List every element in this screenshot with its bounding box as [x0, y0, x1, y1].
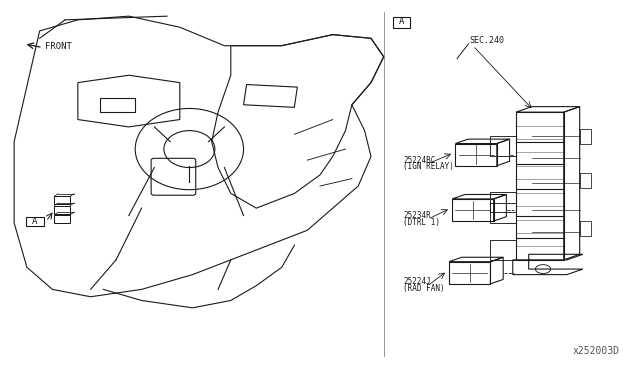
Text: 25224J: 25224J	[403, 278, 431, 286]
Text: 25224BC: 25224BC	[403, 155, 436, 165]
Text: x252003D: x252003D	[573, 346, 620, 356]
Bar	[54, 206, 70, 214]
Text: (RAD FAN): (RAD FAN)	[403, 284, 445, 293]
Text: (IGN RELAY): (IGN RELAY)	[403, 162, 454, 171]
Bar	[54, 196, 70, 205]
Bar	[54, 215, 70, 223]
Bar	[100, 98, 135, 112]
Text: (DTRL 1): (DTRL 1)	[403, 218, 440, 227]
Text: FRONT: FRONT	[45, 42, 72, 51]
Text: A: A	[399, 17, 404, 26]
Text: A: A	[32, 217, 38, 226]
Text: 25234R: 25234R	[403, 211, 431, 220]
Bar	[244, 84, 298, 108]
Text: SEC.240: SEC.240	[470, 36, 505, 45]
